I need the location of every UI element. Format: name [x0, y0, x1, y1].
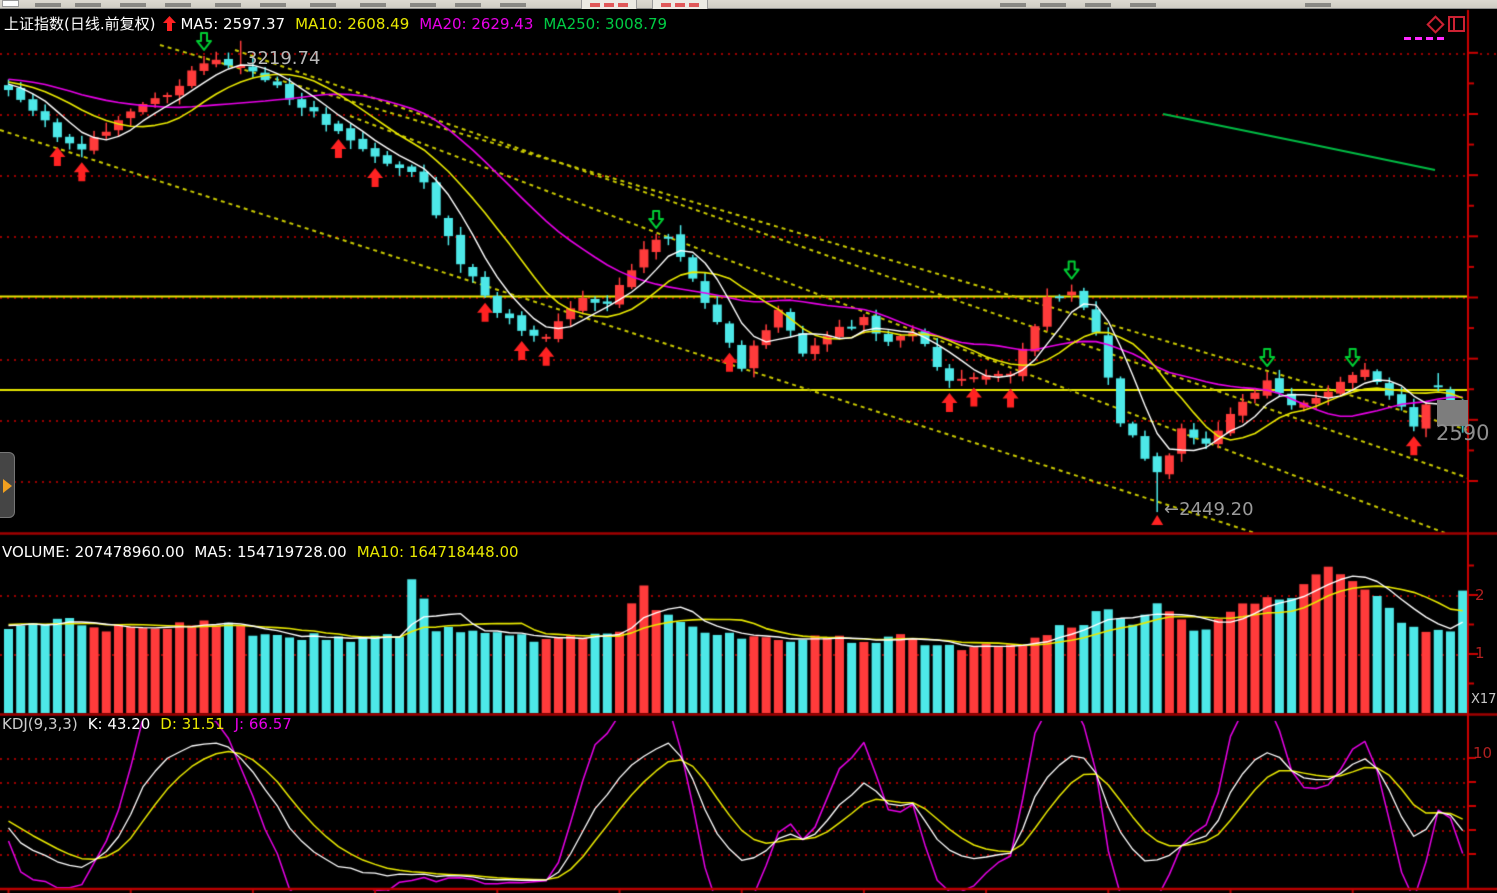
toolbar-text-stub: [35, 3, 61, 7]
kdj-axis-tick: 10: [1473, 744, 1493, 762]
magenta-dash-icon: [1437, 37, 1444, 40]
toolbar-text-stub: [1000, 3, 1026, 7]
top-toolbar[interactable]: [0, 0, 1497, 9]
legend-segment: KDJ(9,3,3): [2, 715, 78, 733]
toolbar-text-stub: [1130, 3, 1156, 7]
toolbar-text-stub: [215, 3, 241, 7]
legend-segment: D: 31.51: [160, 715, 225, 733]
volume-axis-tick-1: 1: [1475, 644, 1485, 662]
legend-segment: MA5: 2597.37: [180, 15, 286, 33]
legend-segment: MA20: 2629.43: [419, 15, 534, 33]
side-panel-expand-handle[interactable]: [0, 452, 15, 518]
toolbar-text-stub: [1085, 3, 1111, 7]
toolbar-white-box: [2, 0, 19, 7]
layout-panes-icon[interactable]: [1448, 16, 1465, 32]
period-high-label: 3219.74: [246, 48, 321, 69]
toolbar-button-red-1[interactable]: [581, 0, 637, 9]
toolbar-text-stub: [500, 3, 526, 7]
up-arrow-icon: [163, 16, 177, 31]
magenta-dash-icon: [1404, 37, 1411, 40]
last-price-tag: [1437, 400, 1468, 426]
toolbar-text-stub: [310, 3, 336, 7]
toolbar-text-stub: [1305, 3, 1331, 7]
toolbar-text-stub: [260, 3, 286, 7]
legend-segment: K: 43.20: [87, 715, 151, 733]
volume-axis-tick-2: 2: [1475, 586, 1485, 604]
period-low-label: ←2449.20: [1164, 499, 1254, 520]
last-price-label: 2590: [1436, 421, 1490, 445]
main-pane-header: 上证指数(日线.前复权) MA5: 2597.37 MA10: 2608.49 MA2…: [4, 13, 683, 34]
ma-legend: MA5: 2597.37 MA10: 2608.49 MA20: 2629.43 MA…: [180, 15, 677, 33]
legend-segment: MA5: 154719728.00: [194, 543, 347, 561]
kdj-pane-header: KDJ(9,3,3) K: 43.20 D: 31.51 J: 66.57: [2, 715, 302, 733]
toolbar-text-stub: [455, 3, 481, 7]
toolbar-button-red-2[interactable]: [652, 0, 708, 9]
magenta-dash-icon: [1415, 37, 1422, 40]
toolbar-text-stub: [360, 3, 386, 7]
legend-segment: MA10: 2608.49: [295, 15, 410, 33]
legend-segment: MA10: 164718448.00: [356, 543, 519, 561]
toolbar-text-stub: [120, 3, 146, 7]
magenta-dash-icon: [1426, 37, 1433, 40]
toolbar-text-stub: [165, 3, 191, 7]
volume-pane-header: VOLUME: 207478960.00 MA5: 154719728.00 MA1…: [2, 543, 529, 561]
expand-triangle-icon: [3, 479, 12, 493]
toolbar-text-stub: [1040, 3, 1066, 7]
instrument-title: 上证指数(日线.前复权): [4, 15, 156, 33]
volume-axis-unit: X17: [1471, 692, 1497, 707]
toolbar-text-stub: [410, 3, 436, 7]
legend-segment: MA250: 3008.79: [543, 15, 668, 33]
toolbar-text-stub: [75, 3, 101, 7]
legend-segment: VOLUME: 207478960.00: [2, 543, 185, 561]
legend-segment: J: 66.57: [234, 715, 292, 733]
